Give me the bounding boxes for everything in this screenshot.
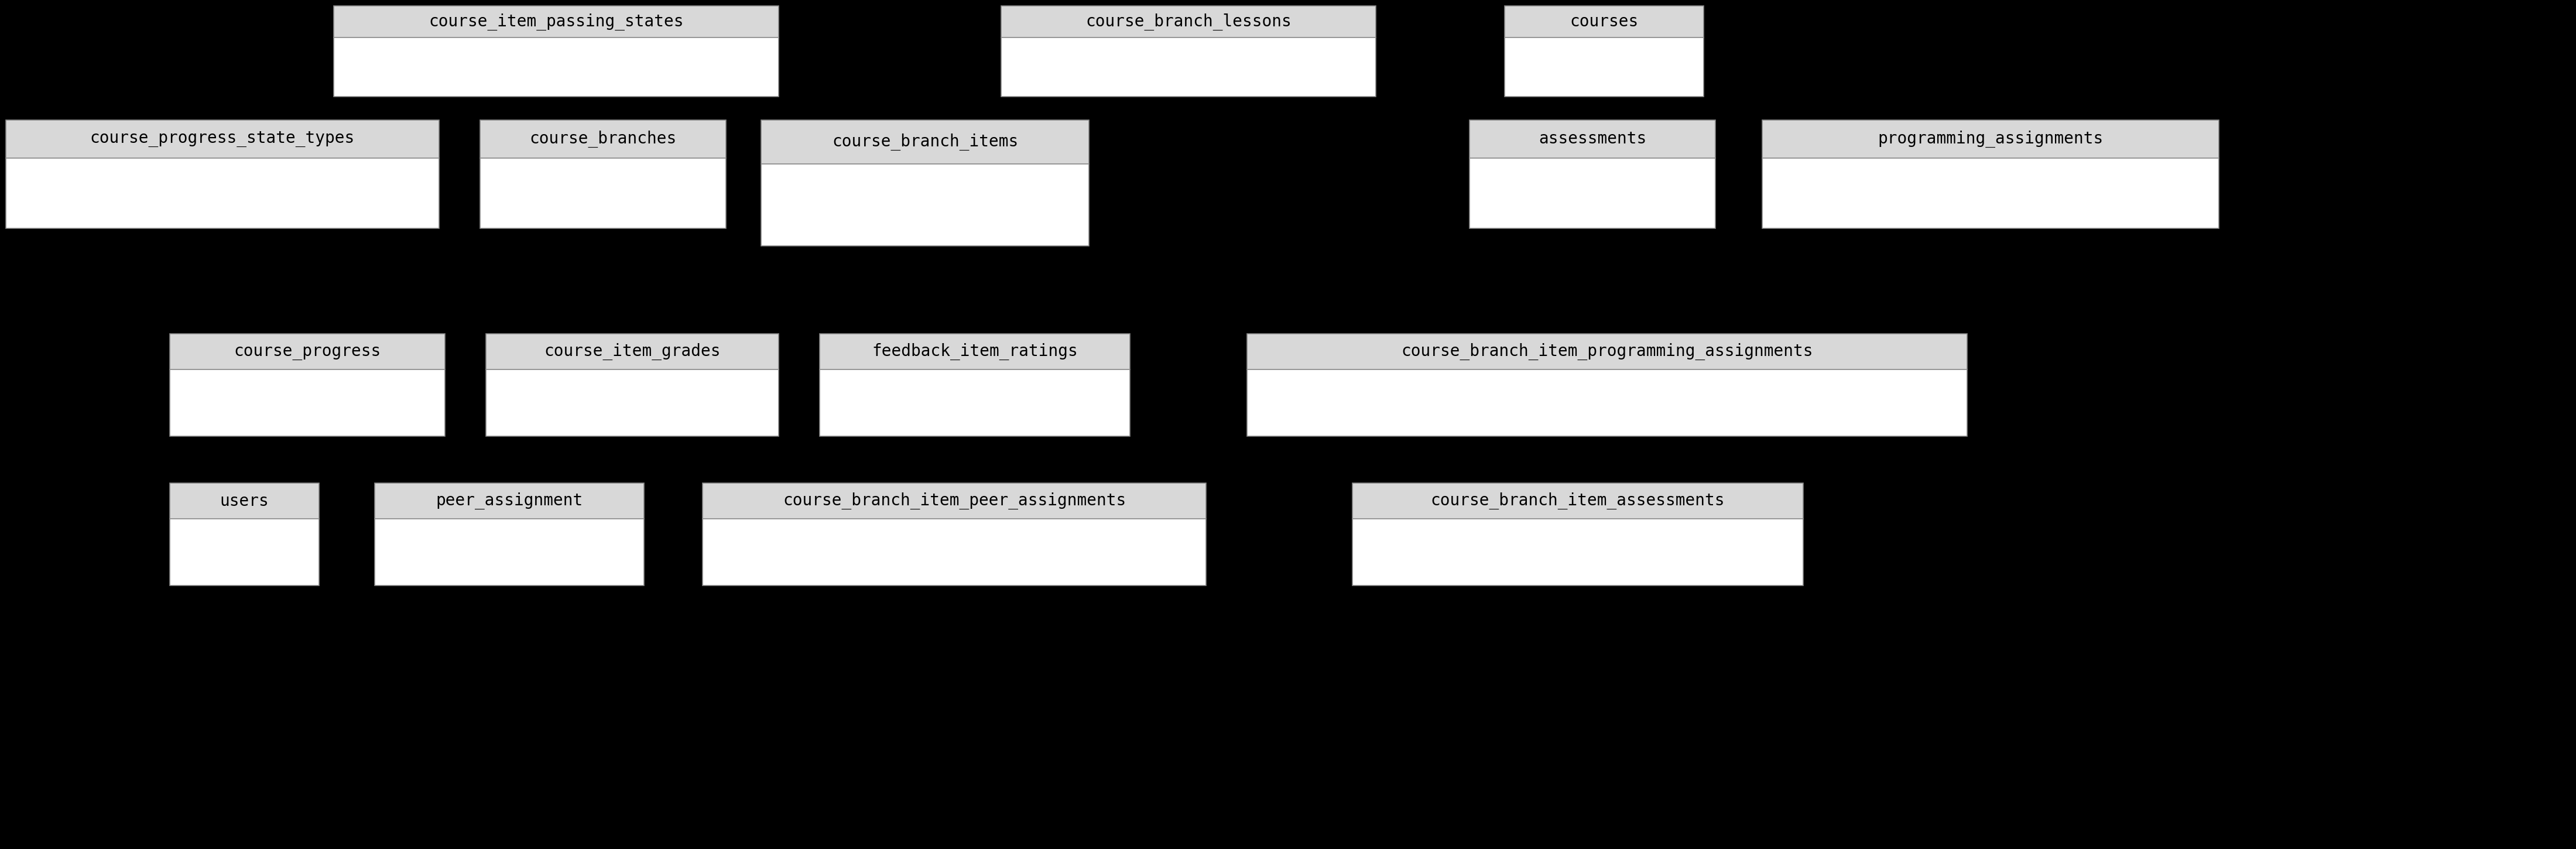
Bar	[170, 483, 319, 519]
Bar	[335, 37, 778, 97]
Bar	[1002, 6, 1376, 97]
Bar	[487, 369, 778, 436]
Text: course_branch_item_peer_assignments: course_branch_item_peer_assignments	[783, 492, 1126, 509]
Bar	[819, 369, 1131, 436]
Bar	[760, 120, 1090, 164]
Bar	[5, 120, 438, 228]
Bar	[1504, 6, 1703, 97]
Text: course_branch_lessons: course_branch_lessons	[1084, 14, 1291, 31]
Bar	[1468, 120, 1716, 228]
Bar	[170, 334, 446, 369]
Bar	[1247, 369, 1968, 436]
Bar	[1002, 37, 1376, 97]
Bar	[479, 120, 726, 228]
Text: course_branches: course_branches	[531, 131, 677, 148]
Bar	[703, 483, 1206, 519]
Bar	[819, 334, 1131, 369]
Bar	[5, 158, 438, 228]
Text: course_progress_state_types: course_progress_state_types	[90, 131, 355, 147]
Bar	[374, 519, 644, 586]
Bar	[170, 483, 319, 586]
Bar	[1468, 158, 1716, 228]
Bar	[1762, 158, 2218, 228]
Bar	[335, 6, 778, 97]
Text: course_progress: course_progress	[234, 344, 381, 360]
Bar	[1504, 37, 1703, 97]
Bar	[170, 519, 319, 586]
Text: courses: courses	[1569, 14, 1638, 30]
Bar	[1352, 483, 1803, 519]
Bar	[170, 369, 446, 436]
Bar	[374, 483, 644, 586]
Bar	[1247, 334, 1968, 436]
Text: peer_assignment: peer_assignment	[435, 492, 582, 509]
Bar	[1468, 120, 1716, 158]
Bar	[335, 6, 778, 37]
Bar	[5, 120, 438, 158]
Bar	[1247, 334, 1968, 369]
Bar	[1352, 519, 1803, 586]
Bar	[760, 120, 1090, 246]
Text: programming_assignments: programming_assignments	[1878, 131, 2105, 148]
Text: feedback_item_ratings: feedback_item_ratings	[871, 343, 1077, 360]
Text: course_item_grades: course_item_grades	[544, 343, 721, 360]
Text: course_branch_items: course_branch_items	[832, 133, 1018, 150]
Bar	[1762, 120, 2218, 158]
Text: assessments: assessments	[1538, 131, 1646, 147]
Text: course_branch_item_programming_assignments: course_branch_item_programming_assignmen…	[1401, 343, 1814, 360]
Bar	[487, 334, 778, 436]
Bar	[1002, 6, 1376, 37]
Bar	[487, 334, 778, 369]
Text: course_item_passing_states: course_item_passing_states	[428, 14, 683, 31]
Bar	[479, 158, 726, 228]
Bar	[1504, 6, 1703, 37]
Text: users: users	[219, 492, 268, 509]
Bar	[374, 483, 644, 519]
Bar	[703, 483, 1206, 586]
Bar	[1352, 483, 1803, 586]
Bar	[819, 334, 1131, 436]
Bar	[760, 164, 1090, 246]
Bar	[1762, 120, 2218, 228]
Text: course_branch_item_assessments: course_branch_item_assessments	[1430, 492, 1726, 509]
Bar	[479, 120, 726, 158]
Bar	[170, 334, 446, 436]
Bar	[703, 519, 1206, 586]
